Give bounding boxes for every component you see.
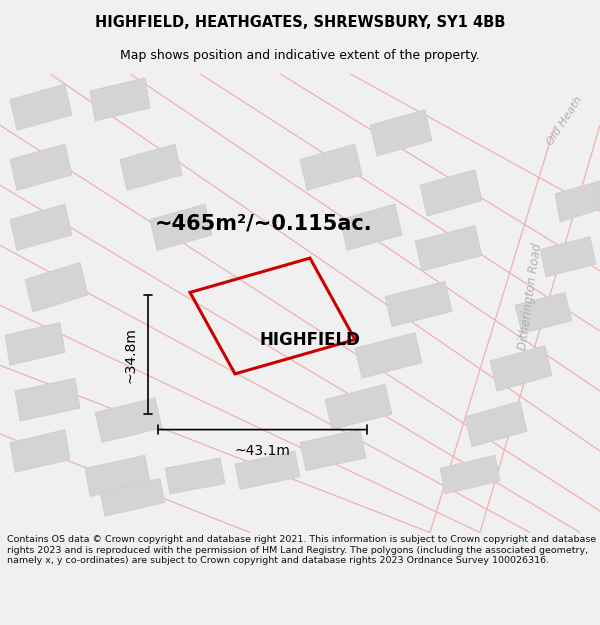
- Polygon shape: [465, 401, 527, 447]
- Polygon shape: [540, 237, 596, 277]
- Text: Contains OS data © Crown copyright and database right 2021. This information is : Contains OS data © Crown copyright and d…: [7, 535, 596, 565]
- Text: ~34.8m: ~34.8m: [123, 327, 137, 383]
- Polygon shape: [25, 262, 88, 312]
- Polygon shape: [165, 458, 225, 494]
- Polygon shape: [10, 429, 70, 472]
- Polygon shape: [5, 322, 65, 365]
- Polygon shape: [325, 384, 392, 429]
- Polygon shape: [300, 429, 366, 471]
- Polygon shape: [490, 346, 552, 391]
- Polygon shape: [85, 456, 150, 496]
- Text: HIGHFIELD, HEATHGATES, SHREWSBURY, SY1 4BB: HIGHFIELD, HEATHGATES, SHREWSBURY, SY1 4…: [95, 14, 505, 29]
- Polygon shape: [355, 332, 422, 378]
- Polygon shape: [515, 292, 572, 334]
- Polygon shape: [150, 204, 212, 251]
- Polygon shape: [120, 144, 182, 191]
- Polygon shape: [95, 398, 162, 442]
- Polygon shape: [235, 451, 300, 489]
- Polygon shape: [100, 479, 165, 516]
- Polygon shape: [15, 378, 80, 421]
- Text: Old Heath: Old Heath: [545, 95, 584, 147]
- Text: ~43.1m: ~43.1m: [234, 444, 290, 458]
- Polygon shape: [10, 204, 72, 251]
- Text: Ditherington Road: Ditherington Road: [516, 242, 544, 351]
- Polygon shape: [340, 204, 402, 251]
- Polygon shape: [555, 181, 600, 222]
- Polygon shape: [385, 281, 452, 327]
- Polygon shape: [370, 110, 432, 156]
- Polygon shape: [300, 144, 362, 191]
- Polygon shape: [440, 456, 500, 494]
- Text: Map shows position and indicative extent of the property.: Map shows position and indicative extent…: [120, 49, 480, 62]
- Polygon shape: [415, 226, 482, 271]
- Polygon shape: [10, 144, 72, 191]
- Polygon shape: [10, 84, 72, 131]
- Polygon shape: [420, 170, 482, 216]
- Text: HIGHFIELD: HIGHFIELD: [260, 331, 361, 349]
- Polygon shape: [90, 78, 150, 121]
- Text: ~465m²/~0.115ac.: ~465m²/~0.115ac.: [155, 214, 373, 234]
